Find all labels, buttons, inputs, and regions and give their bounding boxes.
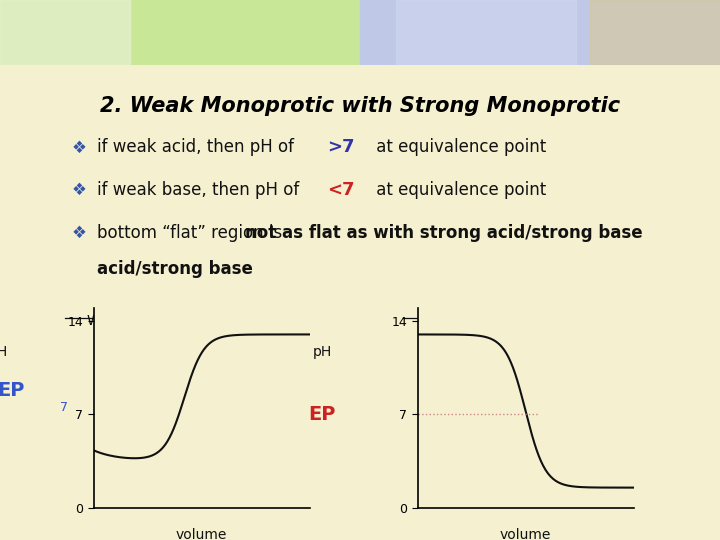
Text: ❖: ❖ bbox=[72, 181, 92, 199]
Bar bbox=[360, 0, 720, 65]
Text: 2. Weak Monoprotic with Strong Monoprotic: 2. Weak Monoprotic with Strong Monoproti… bbox=[100, 96, 620, 116]
Text: volume: volume bbox=[176, 528, 228, 540]
Text: WB titrated with SA: WB titrated with SA bbox=[425, 314, 562, 328]
Bar bbox=[0, 0, 130, 65]
Text: ❖: ❖ bbox=[72, 138, 92, 157]
Text: at equivalence point: at equivalence point bbox=[371, 181, 546, 199]
Text: volume: volume bbox=[500, 528, 552, 540]
Text: if weak acid, then pH of: if weak acid, then pH of bbox=[97, 138, 300, 157]
Text: >7: >7 bbox=[328, 138, 355, 157]
Text: <7: <7 bbox=[328, 181, 355, 199]
Text: pH: pH bbox=[313, 345, 332, 359]
Text: acid/strong base: acid/strong base bbox=[97, 260, 253, 278]
Text: if weak base, then pH of: if weak base, then pH of bbox=[97, 181, 305, 199]
Bar bbox=[396, 0, 576, 65]
Bar bbox=[590, 0, 720, 65]
Text: bottom “flat” region is: bottom “flat” region is bbox=[97, 224, 282, 242]
Text: WA titrated with SB: WA titrated with SB bbox=[87, 314, 222, 328]
Text: at equivalence point: at equivalence point bbox=[371, 138, 546, 157]
Text: EP: EP bbox=[308, 405, 336, 424]
Text: not as flat as with strong acid/strong base: not as flat as with strong acid/strong b… bbox=[245, 224, 642, 242]
Bar bbox=[0, 0, 360, 65]
Text: EP: EP bbox=[0, 381, 24, 400]
Text: ❖: ❖ bbox=[72, 224, 92, 242]
Text: pH: pH bbox=[0, 345, 8, 359]
Text: 7: 7 bbox=[60, 401, 68, 414]
